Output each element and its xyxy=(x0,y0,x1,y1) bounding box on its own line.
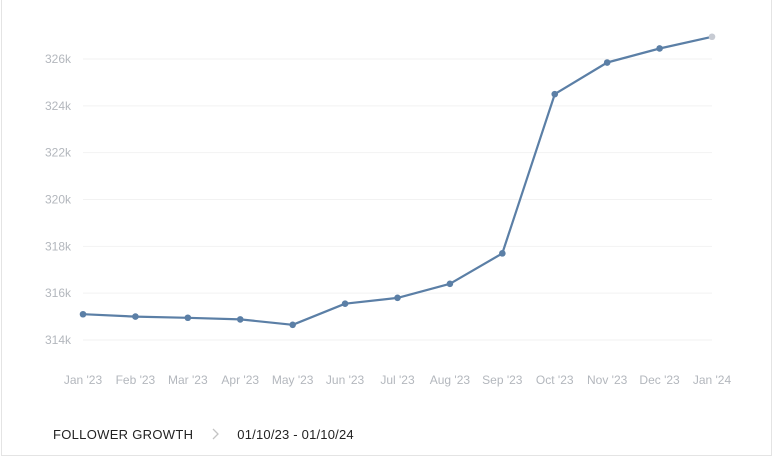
y-tick-label: 326k xyxy=(45,52,72,66)
x-tick-label: Dec '23 xyxy=(639,373,680,387)
data-point[interactable] xyxy=(289,321,296,329)
y-tick-label: 320k xyxy=(45,193,72,207)
x-tick-label: Apr '23 xyxy=(221,373,259,387)
x-tick-label: Jan '23 xyxy=(64,373,103,387)
x-axis-ticks: Jan '23 Feb '23 Mar '23 Apr '23 May '23 Jun '… xyxy=(64,373,732,387)
follower-growth-chart: 314k 316k 318k 320k 322k 324k 326k Jan '23 Feb … xyxy=(45,33,732,387)
y-tick-label: 322k xyxy=(45,146,72,160)
y-tick-label: 314k xyxy=(45,333,72,347)
x-tick-label: Nov '23 xyxy=(587,373,628,387)
data-point[interactable] xyxy=(184,314,192,322)
x-tick-label: Mar '23 xyxy=(168,373,208,387)
y-tick-label: 316k xyxy=(45,286,72,300)
data-points xyxy=(79,33,716,329)
date-range[interactable]: 01/10/23 - 01/10/24 xyxy=(237,426,354,442)
data-point[interactable] xyxy=(499,250,506,257)
x-tick-label: Aug '23 xyxy=(430,373,471,387)
x-tick-label: May '23 xyxy=(272,373,314,387)
x-tick-label: Jun '23 xyxy=(326,373,365,387)
y-axis-ticks: 314k 316k 318k 320k 322k 324k 326k xyxy=(45,52,72,347)
x-tick-label: Jan '24 xyxy=(693,373,732,387)
chart-footer: FOLLOWER GROWTH 01/10/23 - 01/10/24 xyxy=(53,425,354,443)
chevron-right-icon xyxy=(212,428,220,440)
x-tick-label: Feb '23 xyxy=(116,373,156,387)
series-line xyxy=(81,35,714,326)
data-point[interactable] xyxy=(551,90,559,98)
y-tick-label: 318k xyxy=(45,239,72,253)
chart-section-title: FOLLOWER GROWTH xyxy=(53,426,194,442)
data-point[interactable] xyxy=(341,300,349,308)
y-tick-label: 324k xyxy=(45,99,72,113)
data-point[interactable] xyxy=(656,45,663,52)
data-point[interactable] xyxy=(603,59,611,66)
x-tick-label: Jul '23 xyxy=(380,373,415,387)
data-point[interactable] xyxy=(132,313,139,320)
data-point[interactable] xyxy=(79,310,87,318)
data-point[interactable] xyxy=(708,33,716,41)
grid-lines xyxy=(83,58,712,341)
x-tick-label: Sep '23 xyxy=(482,373,523,387)
data-point[interactable] xyxy=(394,294,401,302)
data-point[interactable] xyxy=(446,280,454,288)
x-tick-label: Oct '23 xyxy=(536,373,574,387)
data-point[interactable] xyxy=(236,316,244,323)
